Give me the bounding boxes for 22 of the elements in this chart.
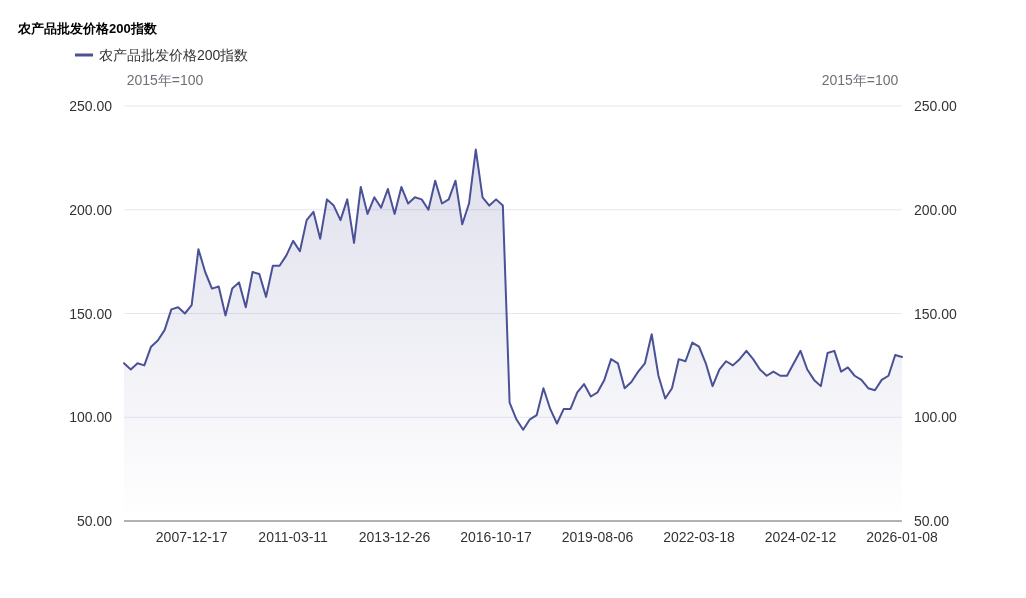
y2-tick-label: 150.00	[914, 305, 958, 322]
y-tick-label: 250.00	[69, 98, 113, 114]
x-tick-label: 2022-03-18	[663, 529, 736, 545]
chart-title: 农产品批发价格200指数	[17, 21, 158, 36]
y-tick-label: 150.00	[69, 305, 113, 322]
y2-axis-title: 2015年=100	[821, 72, 899, 88]
x-tick-label: 2026-01-08	[866, 529, 939, 545]
y2-tick-label: 200.00	[914, 201, 958, 218]
legend-label: 农产品批发价格200指数	[99, 47, 249, 63]
x-tick-label: 2024-02-12	[764, 529, 837, 545]
y-tick-label: 50.00	[76, 513, 113, 529]
x-tick-label: 2016-10-17	[460, 529, 533, 545]
x-tick-label: 2013-12-26	[358, 529, 431, 545]
y-tick-label: 200.00	[69, 201, 113, 218]
y2-tick-label: 100.00	[914, 409, 958, 426]
x-tick-label: 2011-03-11	[258, 529, 329, 545]
y-tick-label: 100.00	[69, 409, 113, 426]
y2-tick-label: 250.00	[914, 98, 958, 114]
x-tick-label: 2019-08-06	[561, 529, 634, 545]
y2-tick-label: 50.00	[914, 513, 950, 529]
y-axis-title: 2015年=100	[126, 72, 204, 88]
x-tick-label: 2007-12-17	[155, 529, 228, 545]
